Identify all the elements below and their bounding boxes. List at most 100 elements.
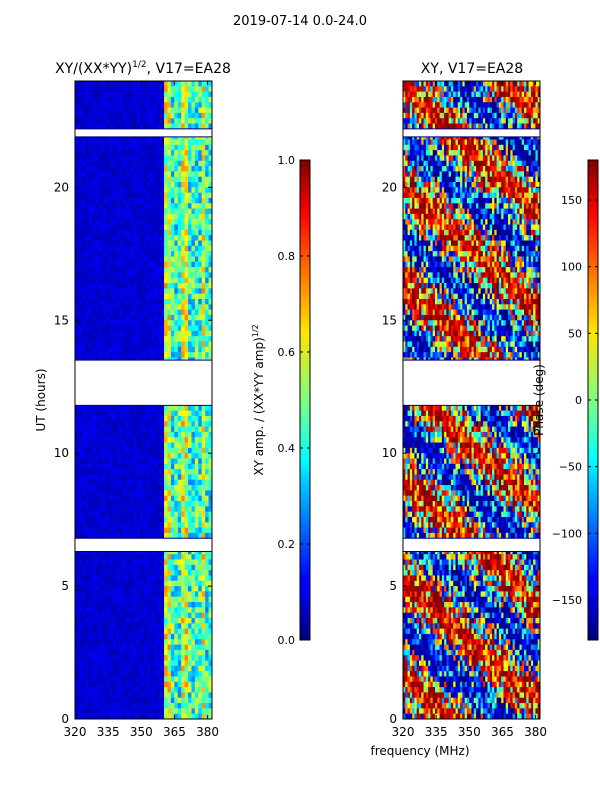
amplitude-heat-cell bbox=[191, 240, 196, 247]
amplitude-heat-cell bbox=[98, 431, 103, 438]
amplitude-heat-cell bbox=[105, 415, 110, 422]
amplitude-heat-cell bbox=[75, 591, 79, 598]
amplitude-x-tick-label: 365 bbox=[163, 725, 186, 739]
amplitude-heat-cell bbox=[75, 224, 79, 231]
amplitude-heat-cell bbox=[75, 564, 79, 571]
amplitude-heat-cell bbox=[105, 176, 110, 183]
amplitude-heat-cell bbox=[136, 112, 141, 119]
amplitude-heat-cell bbox=[170, 665, 175, 672]
amplitude-heat-cell bbox=[88, 283, 93, 289]
amplitude-heat-cell bbox=[92, 81, 96, 87]
amplitude-heat-cell bbox=[153, 336, 158, 342]
amplitude-heat-cell bbox=[129, 681, 134, 688]
amplitude-heat-cell bbox=[150, 309, 155, 316]
amplitude-heat-cell bbox=[167, 288, 172, 295]
amplitude-heat-cell bbox=[136, 431, 141, 438]
amplitude-heat-cell bbox=[122, 469, 127, 475]
amplitude-heat-cell bbox=[205, 272, 209, 279]
amplitude-colorbar-gradient bbox=[299, 159, 311, 641]
amplitude-heat-cell bbox=[188, 176, 192, 183]
amplitude-heat-cell bbox=[177, 283, 182, 289]
amplitude-heat-cell bbox=[75, 628, 79, 635]
amplitude-heat-cell bbox=[191, 405, 196, 412]
amplitude-heat-cell bbox=[126, 490, 131, 497]
amplitude-heat-cell bbox=[85, 453, 90, 459]
phase-heat-cell bbox=[482, 86, 486, 93]
amplitude-heat-cell bbox=[98, 458, 103, 465]
amplitude-heat-cell bbox=[174, 570, 179, 576]
amplitude-heat-cell bbox=[184, 341, 189, 348]
amplitude-heat-cell bbox=[184, 681, 189, 688]
amplitude-heat-cell bbox=[164, 602, 168, 608]
amplitude-heat-cell bbox=[177, 665, 182, 672]
amplitude-heat-cell bbox=[116, 346, 120, 353]
amplitude-heat-cell bbox=[157, 426, 162, 433]
amplitude-heat-cell bbox=[205, 570, 209, 576]
amplitude-heat-cell bbox=[140, 485, 144, 491]
amplitude-heat-cell bbox=[160, 171, 165, 178]
amplitude-heat-cell bbox=[164, 144, 168, 151]
amplitude-heat-cell bbox=[205, 219, 209, 225]
amplitude-heat-cell bbox=[78, 463, 83, 470]
amplitude-heat-cell bbox=[122, 559, 127, 566]
amplitude-heat-cell bbox=[164, 309, 168, 316]
amplitude-heat-cell bbox=[208, 410, 212, 417]
amplitude-heat-cell bbox=[177, 245, 182, 252]
amplitude-heat-cell bbox=[122, 628, 127, 635]
amplitude-heat-cell bbox=[184, 213, 189, 220]
amplitude-heat-cell bbox=[109, 660, 114, 667]
amplitude-heat-cell bbox=[188, 628, 192, 635]
amplitude-heat-cell bbox=[181, 511, 185, 518]
amplitude-heat-cell bbox=[78, 447, 83, 454]
amplitude-heat-cell bbox=[164, 575, 168, 582]
amplitude-heat-cell bbox=[188, 469, 192, 475]
amplitude-heat-cell bbox=[177, 166, 182, 172]
phase-heat-cell bbox=[489, 86, 493, 93]
amplitude-heat-cell bbox=[129, 192, 134, 199]
amplitude-heat-cell bbox=[75, 415, 79, 422]
amplitude-heat-cell bbox=[75, 516, 79, 523]
amplitude-heat-cell bbox=[85, 426, 90, 433]
amplitude-heat-cell bbox=[170, 123, 175, 130]
amplitude-heat-cell bbox=[167, 256, 172, 263]
amplitude-heat-cell bbox=[150, 522, 155, 528]
amplitude-heat-cell bbox=[157, 617, 162, 624]
amplitude-heat-cell bbox=[157, 713, 162, 719]
amplitude-heat-cell bbox=[105, 692, 110, 699]
amplitude-heat-cell bbox=[164, 256, 168, 263]
amplitude-heat-cell bbox=[136, 532, 141, 539]
amplitude-heat-cell bbox=[92, 623, 96, 630]
amplitude-heat-cell bbox=[105, 283, 110, 289]
amplitude-heat-cell bbox=[75, 155, 79, 162]
phase-heat-cell bbox=[480, 81, 484, 87]
amplitude-heat-cell bbox=[153, 415, 158, 422]
amplitude-heat-cell bbox=[188, 251, 192, 257]
amplitude-heat-cell bbox=[88, 235, 93, 241]
amplitude-heat-cell bbox=[122, 570, 127, 576]
amplitude-heat-cell bbox=[191, 570, 196, 576]
amplitude-heat-cell bbox=[170, 283, 175, 289]
amplitude-heat-cell bbox=[198, 602, 203, 608]
amplitude-heat-cell bbox=[146, 352, 151, 358]
amplitude-heat-cell bbox=[201, 612, 206, 619]
amplitude-heat-cell bbox=[153, 681, 158, 688]
amplitude-heat-cell bbox=[122, 437, 127, 443]
amplitude-heat-cell bbox=[167, 224, 172, 231]
amplitude-heat-cell bbox=[174, 495, 179, 502]
amplitude-heat-cell bbox=[112, 166, 117, 172]
amplitude-heat-cell bbox=[95, 229, 100, 236]
amplitude-heat-cell bbox=[126, 713, 131, 719]
amplitude-heat-cell bbox=[205, 314, 209, 321]
amplitude-heat-cell bbox=[140, 692, 144, 699]
phase-heat-cell bbox=[519, 81, 523, 87]
amplitude-heat-cell bbox=[188, 267, 192, 273]
amplitude-heat-cell bbox=[198, 490, 203, 497]
amplitude-heat-cell bbox=[75, 118, 79, 124]
amplitude-heat-cell bbox=[85, 617, 90, 624]
amplitude-heat-cell bbox=[188, 564, 192, 571]
amplitude-heat-cell bbox=[208, 81, 212, 87]
amplitude-heat-cell bbox=[78, 426, 83, 433]
amplitude-heat-cell bbox=[146, 479, 151, 486]
amplitude-heat-cell bbox=[150, 479, 155, 486]
amplitude-heat-cell bbox=[98, 713, 103, 719]
